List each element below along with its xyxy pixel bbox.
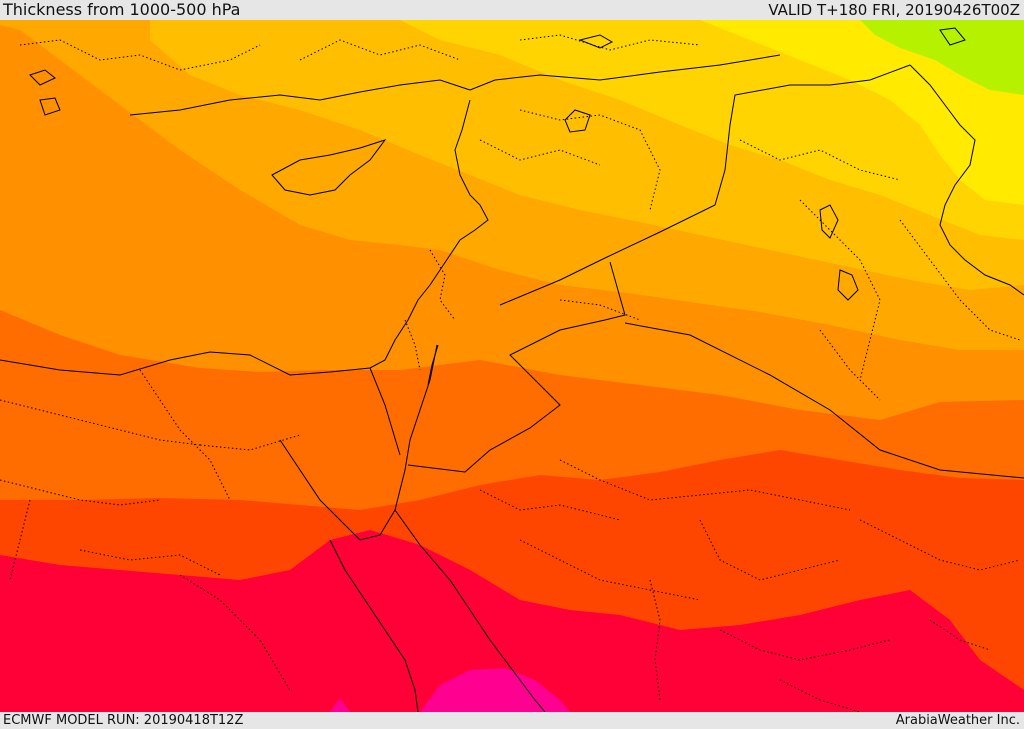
valid-time: VALID T+180 FRI, 20190426T00Z — [768, 1, 1020, 19]
thickness-map — [0, 20, 1024, 712]
admin-boundaries — [0, 34, 1021, 712]
lakes — [29, 27, 966, 301]
band-yellow-light — [700, 20, 1024, 205]
coastlines — [0, 54, 1024, 712]
band-green — [860, 20, 1024, 95]
map-title: Thickness from 1000-500 hPa — [3, 0, 241, 19]
band-magenta-small — [330, 698, 350, 712]
map-canvas — [0, 20, 1024, 712]
band-red — [0, 530, 1024, 712]
footer-bar: ECMWF MODEL RUN: 20190418T12Z ArabiaWeat… — [0, 712, 1024, 729]
header-bar: Thickness from 1000-500 hPa VALID T+180 … — [0, 0, 1024, 20]
model-run-label: ECMWF MODEL RUN: 20190418T12Z — [3, 713, 244, 728]
credit-label: ArabiaWeather Inc. — [895, 713, 1020, 728]
band-magenta — [420, 668, 570, 712]
